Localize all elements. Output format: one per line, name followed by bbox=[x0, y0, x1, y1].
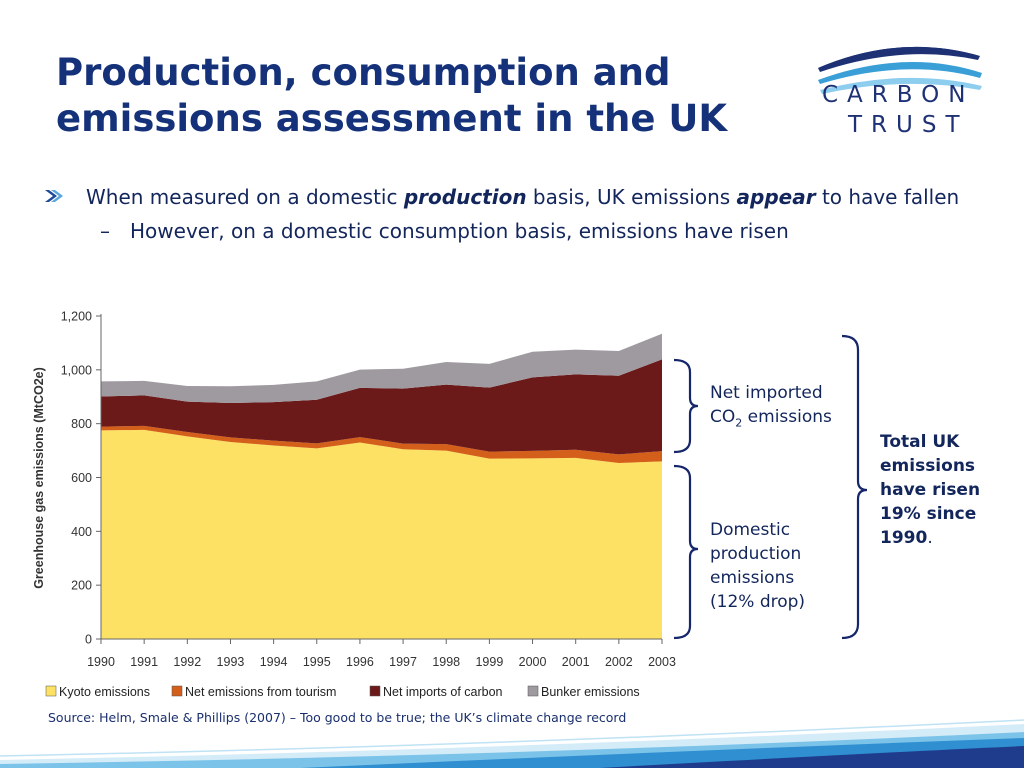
sub-bullet-dash: – bbox=[100, 219, 110, 243]
page-title: Production, consumption and emissions as… bbox=[56, 50, 816, 142]
x-tick-label: 1992 bbox=[173, 655, 201, 669]
annotation-domestic-line2: production bbox=[710, 544, 802, 564]
annotation-domestic-line1: Domestic bbox=[710, 520, 791, 540]
chevron-bullet-icon bbox=[45, 190, 63, 202]
x-tick-label: 1991 bbox=[130, 655, 158, 669]
legend-label: Net emissions from tourism bbox=[185, 685, 336, 699]
bullet-emphasis-production: production bbox=[403, 185, 527, 209]
logo-word-carbon: CARBON bbox=[822, 82, 975, 108]
x-tick-label: 1995 bbox=[303, 655, 331, 669]
y-tick-label: 400 bbox=[71, 525, 92, 539]
annotation-domestic: Domestic production emissions (12% drop) bbox=[710, 518, 805, 614]
legend-label: Kyoto emissions bbox=[59, 685, 150, 699]
x-tick-label: 1990 bbox=[87, 655, 115, 669]
annotation-total-line1: Total UK bbox=[880, 432, 960, 452]
x-tick-label: 2000 bbox=[519, 655, 547, 669]
title-line-1: Production, consumption and bbox=[56, 51, 671, 94]
annotation-net-imported: Net imported CO2 emissions bbox=[710, 381, 832, 435]
area-series-net-imports-of-carbon bbox=[101, 359, 662, 455]
y-axis-label: Greenhouse gas emissions (MtCO2e) bbox=[32, 367, 46, 589]
annotation-total: Total UK emissions have risen 19% since … bbox=[880, 430, 980, 550]
sub-bullet-text: However, on a domestic consumption basis… bbox=[130, 219, 789, 243]
y-tick-label: 1,200 bbox=[61, 310, 92, 324]
logo-word-trust: TRUST bbox=[848, 112, 969, 138]
x-tick-label: 1994 bbox=[260, 655, 288, 669]
annotation-total-line5: 1990. bbox=[880, 526, 980, 550]
x-tick-label: 1997 bbox=[389, 655, 417, 669]
y-tick-label: 1,000 bbox=[61, 363, 92, 377]
annotation-total-period: . bbox=[927, 528, 933, 548]
y-tick-label: 0 bbox=[85, 633, 92, 647]
bullet-text-part3: to have fallen bbox=[815, 185, 960, 209]
annotation-net-imported-line2: CO2 emissions bbox=[710, 405, 832, 435]
area-series-bunker-emissions bbox=[101, 333, 662, 403]
chart-axes: 0 200 400 600 800 1,000 1,200 1990 1991 1992 1993 1… bbox=[61, 310, 676, 670]
bullet-emphasis-appear: appear bbox=[736, 185, 816, 209]
area-series-net-emissions-from-tourism bbox=[101, 425, 662, 463]
co2-text: CO bbox=[710, 407, 736, 427]
annotation-total-line2: emissions bbox=[880, 456, 976, 476]
legend-swatch bbox=[171, 685, 183, 697]
x-tick-label: 2001 bbox=[562, 655, 590, 669]
bullet-text-part1: When measured on a domestic bbox=[86, 185, 404, 209]
bracket-net-imported bbox=[673, 358, 699, 454]
y-tick-label: 200 bbox=[71, 579, 92, 593]
emissions-text: emissions bbox=[742, 407, 832, 427]
y-tick-label: 600 bbox=[71, 471, 92, 485]
chart-legend: Kyoto emissions Net emissions from touris… bbox=[45, 685, 640, 699]
bullet-subitem-1: – However, on a domestic consumption bas… bbox=[44, 218, 974, 244]
x-tick-label: 1999 bbox=[475, 655, 503, 669]
annotation-net-imported-line1: Net imported bbox=[710, 383, 823, 403]
chart-areas bbox=[101, 333, 662, 639]
annotation-total-line3: have risen bbox=[880, 480, 981, 500]
co2-subscript: 2 bbox=[735, 416, 743, 430]
footer-wave-decoration bbox=[0, 719, 1024, 768]
carbon-trust-logo: CARBON TRUST bbox=[810, 28, 1000, 143]
legend-swatch bbox=[527, 685, 539, 697]
logo-arcs-icon bbox=[818, 46, 982, 94]
x-tick-label: 1998 bbox=[432, 655, 460, 669]
bullet-list: When measured on a domestic production b… bbox=[44, 184, 974, 244]
bracket-total bbox=[841, 334, 868, 640]
legend-label: Net imports of carbon bbox=[383, 685, 503, 699]
bracket-domestic bbox=[673, 464, 699, 640]
x-tick-label: 1996 bbox=[346, 655, 374, 669]
annotation-total-line4: 19% since bbox=[880, 504, 977, 524]
annotation-domestic-line4: (12% drop) bbox=[710, 592, 806, 612]
area-series-kyoto-emissions bbox=[101, 429, 662, 639]
x-tick-label: 2002 bbox=[605, 655, 633, 669]
x-tick-label: 1993 bbox=[217, 655, 245, 669]
annotation-domestic-line3: emissions bbox=[710, 568, 795, 588]
y-tick-label: 800 bbox=[71, 417, 92, 431]
bullet-text-part2: basis, UK emissions bbox=[526, 185, 737, 209]
legend-label: Bunker emissions bbox=[541, 685, 640, 699]
bullet-item-1: When measured on a domestic production b… bbox=[44, 184, 974, 210]
x-tick-label: 2003 bbox=[648, 655, 676, 669]
legend-swatch bbox=[45, 685, 57, 697]
source-citation: Source: Helm, Smale & Phillips (2007) – … bbox=[48, 710, 627, 725]
title-line-2: emissions assessment in the UK bbox=[56, 97, 728, 140]
annotation-total-year: 1990 bbox=[880, 528, 928, 548]
legend-swatch bbox=[369, 685, 381, 697]
